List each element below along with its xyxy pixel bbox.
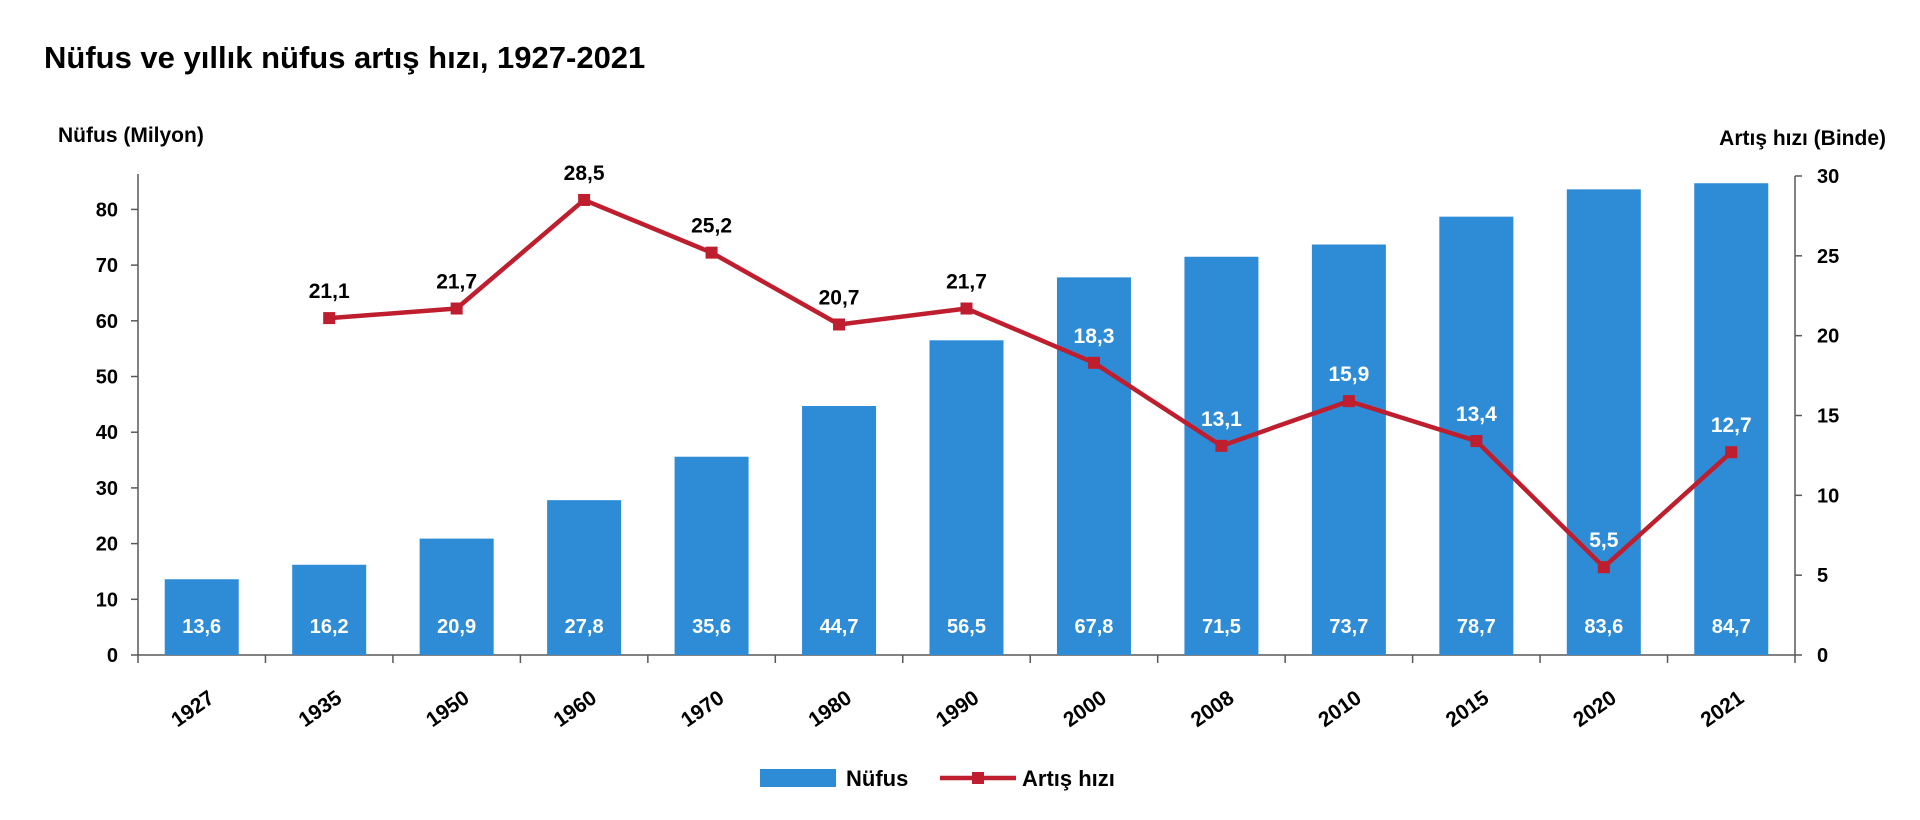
left-axis-tick-label: 50 — [96, 367, 118, 389]
bar-value-label: 67,8 — [1074, 616, 1113, 638]
x-axis-tick-label: 1960 — [550, 686, 601, 732]
x-axis-tick-label: 2020 — [1569, 686, 1620, 732]
bar-value-label: 78,7 — [1457, 616, 1496, 638]
right-axis-tick-label: 15 — [1817, 406, 1839, 428]
line-artis-hizi — [329, 197, 1733, 570]
line-value-label: 13,1 — [1201, 408, 1242, 431]
x-axis-tick-label: 1927 — [167, 686, 218, 732]
line-point-artis-hizi — [833, 318, 846, 331]
right-axis-title: Artış hızı (Binde) — [1719, 127, 1886, 150]
bar-nufus — [929, 340, 1004, 655]
x-axis-tick-label: 1935 — [295, 686, 347, 732]
left-axis-tick-label: 60 — [96, 311, 118, 333]
line-point-artis-hizi — [578, 193, 591, 206]
bar-nufus — [164, 579, 239, 655]
line-point-artis-hizi — [1342, 395, 1355, 408]
legend-swatch-nufus — [760, 769, 836, 787]
x-axis-tick-label: 2008 — [1187, 686, 1239, 732]
left-axis-tick-label: 70 — [96, 255, 118, 277]
bar-value-label: 73,7 — [1329, 616, 1368, 638]
left-axis-tick-label: 30 — [96, 478, 118, 500]
bar-nufus — [547, 500, 622, 655]
line-value-label: 21,1 — [309, 280, 350, 303]
chart-title: Nüfus ve yıllık nüfus artış hızı, 1927-2… — [44, 40, 646, 75]
line-point-artis-hizi — [1215, 439, 1228, 452]
line-value-label: 20,7 — [819, 286, 860, 309]
right-axis-tick-label: 30 — [1817, 166, 1839, 188]
line-point-artis-hizi — [1725, 446, 1738, 459]
line-point-artis-hizi — [1470, 435, 1483, 448]
x-axis-tick-label: 2000 — [1059, 686, 1110, 732]
bar-nufus — [1566, 189, 1641, 656]
bar-value-label: 56,5 — [947, 616, 986, 638]
bar-nufus — [419, 538, 494, 655]
bar-nufus — [802, 406, 877, 655]
bar-nufus — [1694, 183, 1769, 655]
x-axis-tick-label: 1970 — [677, 686, 728, 732]
bar-value-label: 27,8 — [565, 616, 604, 638]
line-value-label: 21,7 — [946, 271, 987, 294]
bar-value-label: 44,7 — [820, 616, 859, 638]
x-axis-tick-label: 2010 — [1314, 686, 1365, 732]
bar-value-label: 13,6 — [182, 616, 221, 638]
x-axis-tick-label: 1950 — [422, 686, 473, 732]
right-axis-tick-label: 0 — [1817, 645, 1828, 667]
line-value-label: 5,5 — [1589, 529, 1619, 552]
bar-value-label: 83,6 — [1584, 616, 1623, 638]
left-axis-tick-label: 0 — [107, 645, 118, 667]
bar-value-label: 16,2 — [310, 616, 349, 638]
line-value-label: 13,4 — [1456, 403, 1497, 426]
bar-nufus — [1056, 277, 1131, 655]
x-axis-tick-label: 1990 — [932, 686, 983, 732]
bar-nufus — [1184, 256, 1259, 655]
right-axis-tick-label: 20 — [1817, 326, 1839, 348]
left-axis-tick-label: 20 — [96, 534, 118, 556]
left-axis-tick-label: 40 — [96, 422, 118, 444]
line-value-label: 25,2 — [691, 215, 732, 238]
line-value-label: 12,7 — [1711, 414, 1752, 437]
line-value-label: 21,7 — [436, 271, 477, 294]
line-point-artis-hizi — [1087, 356, 1100, 369]
bar-value-label: 35,6 — [692, 616, 731, 638]
left-axis-tick-label: 80 — [96, 199, 118, 221]
bar-nufus — [292, 564, 367, 655]
line-point-artis-hizi — [323, 312, 336, 325]
line-point-artis-hizi — [705, 246, 718, 259]
line-point-artis-hizi — [960, 302, 973, 315]
line-value-label: 15,9 — [1328, 363, 1369, 386]
legend-label-nufus: Nüfus — [846, 766, 908, 791]
bar-nufus — [1311, 244, 1386, 656]
bar-value-label: 20,9 — [437, 616, 476, 638]
line-point-artis-hizi — [1597, 561, 1610, 574]
x-axis-tick-label: 1980 — [804, 686, 855, 732]
x-axis-tick-label: 2021 — [1697, 686, 1749, 732]
bar-value-label: 71,5 — [1202, 616, 1241, 638]
legend-label-artis-hizi: Artış hızı — [1022, 766, 1115, 791]
right-axis-tick-label: 10 — [1817, 485, 1839, 507]
legend-marker-artis-hizi — [972, 772, 984, 784]
bar-value-label: 84,7 — [1712, 616, 1751, 638]
line-point-artis-hizi — [450, 302, 463, 315]
line-value-label: 28,5 — [564, 162, 605, 185]
left-axis-tick-label: 10 — [96, 589, 118, 611]
right-axis-tick-label: 5 — [1817, 565, 1828, 587]
left-axis-title: Nüfus (Milyon) — [58, 124, 204, 147]
line-value-label: 18,3 — [1074, 325, 1115, 348]
x-axis-tick-label: 2015 — [1442, 686, 1494, 732]
bar-nufus — [674, 456, 749, 655]
right-axis-tick-label: 25 — [1817, 246, 1839, 268]
